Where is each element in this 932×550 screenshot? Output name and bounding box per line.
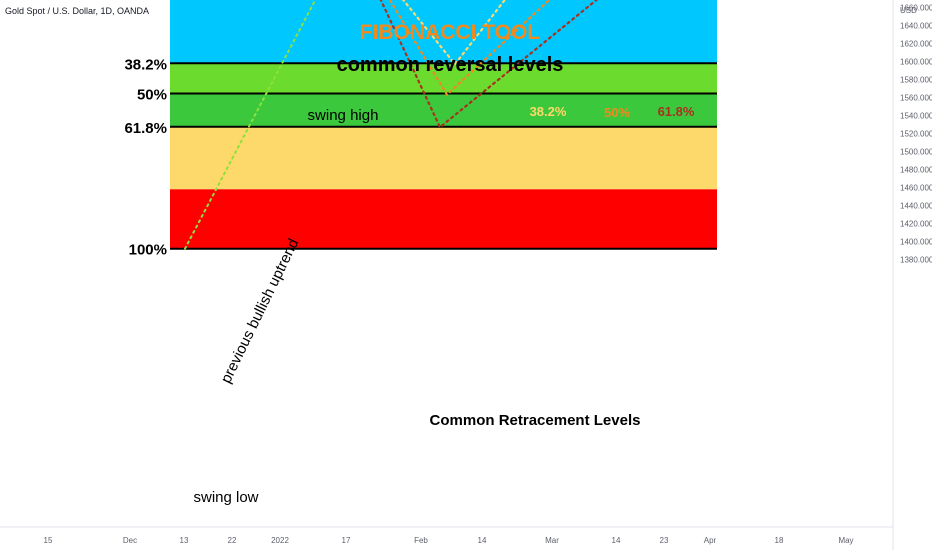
x-tick-label-0: 15 — [44, 536, 53, 545]
series-label-1: 50% — [604, 105, 630, 120]
y-tick-label-8: 1540.000 — [900, 112, 932, 121]
y-tick-label-12: 1620.000 — [900, 40, 932, 49]
x-tick-label-4: 2022 — [271, 536, 289, 545]
x-tick-label-12: 18 — [775, 536, 784, 545]
zone-4 — [170, 189, 717, 249]
y-tick-label-0: 1380.000 — [900, 256, 932, 265]
level-label-2: 50% — [137, 86, 167, 103]
x-tick-label-9: 14 — [612, 536, 621, 545]
x-tick-label-6: Feb — [414, 536, 428, 545]
series-line-1 — [388, 0, 551, 97]
chart-subtitle: common reversal levels — [337, 54, 564, 76]
x-tick-label-2: 13 — [180, 536, 189, 545]
y-tick-label-6: 1500.000 — [900, 148, 932, 157]
series-line-0 — [401, 0, 507, 66]
y-tick-label-1: 1400.000 — [900, 238, 932, 247]
zone-2 — [170, 93, 717, 127]
level-label-1: 38.2% — [124, 56, 167, 73]
uptrend-label: previous bullish uptrend — [218, 236, 303, 386]
y-tick-label-7: 1520.000 — [900, 130, 932, 139]
y-tick-label-9: 1560.000 — [900, 94, 932, 103]
series-label-0: 38.2% — [530, 104, 567, 119]
level-label-4: 100% — [129, 242, 167, 259]
x-tick-label-8: Mar — [545, 536, 559, 545]
zone-3 — [170, 126, 717, 190]
x-tick-label-5: 17 — [342, 536, 351, 545]
y-tick-label-2: 1420.000 — [900, 220, 932, 229]
y-tick-label-11: 1600.000 — [900, 58, 932, 67]
x-tick-label-11: Apr — [704, 536, 717, 545]
level-label-3: 61.8% — [124, 120, 167, 137]
x-tick-label-7: 14 — [478, 536, 487, 545]
y-tick-label-5: 1480.000 — [900, 166, 932, 175]
chart-title: FIBONACCI TOOL — [360, 21, 541, 44]
x-tick-label-10: 23 — [660, 536, 669, 545]
swing-high-label: swing high — [308, 107, 379, 124]
uptrend-line — [184, 0, 317, 250]
zone-label: Common Retracement Levels — [430, 412, 641, 429]
currency-label: USD — [900, 6, 917, 15]
symbol-label: Gold Spot / U.S. Dollar, 1D, OANDA — [5, 6, 150, 16]
x-tick-label-13: May — [838, 536, 853, 545]
x-tick-label-1: Dec — [123, 536, 137, 545]
series-label-2: 61.8% — [658, 104, 695, 119]
y-tick-label-13: 1640.000 — [900, 22, 932, 31]
y-tick-label-10: 1580.000 — [900, 76, 932, 85]
zone-0 — [170, 0, 717, 64]
y-tick-label-4: 1460.000 — [900, 184, 932, 193]
swing-low-label: swing low — [193, 489, 258, 506]
x-tick-label-3: 22 — [228, 536, 237, 545]
y-tick-label-3: 1440.000 — [900, 202, 932, 211]
y-tick-label-14: 1660.000 — [900, 4, 932, 13]
